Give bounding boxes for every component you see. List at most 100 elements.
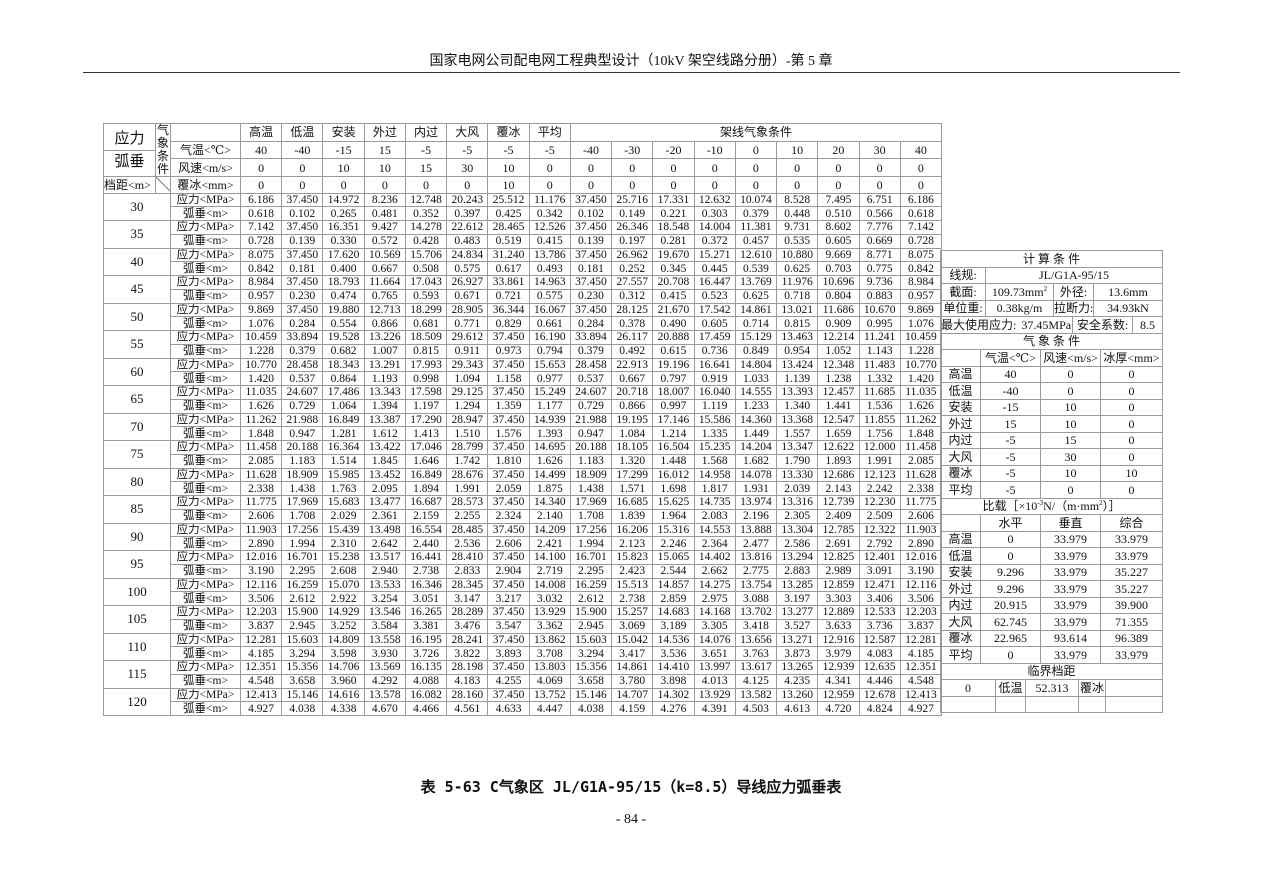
sag-value: 4.613	[776, 701, 819, 716]
sag-value: 0.425	[487, 206, 530, 221]
meteo-t: -15	[980, 398, 1041, 416]
sag-value: 1.007	[363, 343, 406, 359]
stress-value: 29.125	[446, 385, 489, 400]
corner-sag-label: 弧垂	[114, 153, 145, 170]
stress-value: 15.129	[734, 330, 778, 345]
meteo-i: 0	[1099, 415, 1164, 433]
stress-value: 26.927	[446, 275, 489, 290]
sag-value: 0.919	[693, 371, 736, 386]
stress-value: 12.533	[858, 605, 901, 620]
stress-value: 14.340	[528, 495, 571, 510]
meteo-v: 10	[1040, 464, 1101, 482]
sag-value: 0.342	[528, 206, 571, 221]
stress-value: 15.603	[569, 632, 613, 648]
wind-value: 0	[239, 158, 283, 177]
stress-value: 8.075	[239, 247, 283, 263]
sag-value: 1.894	[404, 481, 448, 496]
stress-value: 12.713	[363, 302, 406, 318]
span-value: 30	[103, 192, 171, 221]
stress-value: 11.262	[899, 412, 943, 428]
diagonal-line	[156, 177, 170, 192]
wind-label: 风速<m/s>	[170, 158, 241, 177]
stress-value: 12.889	[817, 605, 860, 620]
max-stress-label: 最大使用应力:	[940, 316, 1021, 334]
sag-value: 1.449	[734, 426, 778, 441]
sag-value: 2.922	[322, 591, 365, 606]
stress-value: 19.196	[652, 357, 695, 373]
stress-label: 应力<MPa>	[170, 632, 241, 648]
stress-value: 11.903	[899, 522, 943, 538]
table-row: 弧垂<m> 2.890 1.994 2.310 2.642 2.440 2.536 2.606…	[104, 536, 943, 551]
stress-value: 14.804	[734, 357, 778, 373]
stress-value: 37.450	[487, 412, 530, 428]
sag-value: 3.893	[487, 646, 530, 661]
stress-value: 37.450	[487, 330, 530, 345]
condition-header: 大风	[446, 123, 489, 142]
load-name: 外过	[940, 580, 981, 598]
sag-value: 4.548	[899, 673, 943, 689]
table-row: 70 应力<MPa> 11.262 21.988 16.849 13.387 17.290 2…	[103, 412, 943, 441]
load-v: 33.979	[1040, 646, 1101, 664]
meteo-t: 40	[980, 365, 1041, 383]
sag-value: 2.544	[652, 563, 695, 579]
meteo-row: 外过 15 10 0	[940, 415, 1164, 433]
sag-value: 4.927	[239, 701, 283, 716]
table-row: 弧垂<m> 2.085 1.183 1.514 1.845 1.646 1.742 1.810…	[104, 453, 943, 469]
calc-title: 计 算 条 件	[939, 250, 1164, 268]
stress-value: 25.716	[611, 192, 654, 208]
stress-value: 14.078	[734, 467, 778, 483]
stress-value: 13.347	[776, 440, 819, 455]
header-row-ice: 档距<m> 覆冰<mm> 0 0 0 0 0 0 10 0 0 0 0 0 0 0 0 0 0	[103, 176, 943, 194]
sag-value: 0.866	[611, 398, 654, 414]
stress-value: 13.997	[693, 660, 736, 675]
sag-value: 1.790	[776, 453, 819, 469]
stress-label: 应力<MPa>	[170, 247, 241, 263]
stress-value: 14.958	[693, 467, 736, 483]
table-row: 弧垂<m> 2.606 1.708 2.029 2.361 2.159 2.255 2.324…	[104, 508, 943, 524]
sag-value: 2.196	[734, 508, 778, 524]
sag-value: 1.340	[776, 398, 819, 414]
stress-value: 22.612	[446, 220, 489, 235]
sag-value: 0.221	[652, 206, 695, 221]
sag-value: 0.721	[487, 288, 530, 304]
stress-value: 13.422	[363, 440, 406, 455]
sag-value: 3.708	[528, 646, 571, 661]
sag-value: 3.633	[817, 618, 860, 634]
load-header-combined: 综合	[1099, 514, 1164, 532]
sag-value: 2.608	[322, 563, 365, 579]
sag-value: 3.294	[569, 646, 613, 661]
sag-value: 2.792	[858, 536, 901, 551]
sag-value: 1.845	[363, 453, 406, 469]
sag-value: 1.568	[693, 453, 736, 469]
sag-value: 2.738	[611, 591, 654, 606]
span-value: 35	[103, 220, 171, 249]
sag-value: 1.931	[734, 481, 778, 496]
sag-value: 4.013	[693, 673, 736, 689]
stress-value: 13.316	[776, 495, 819, 510]
sag-value: 0.490	[652, 316, 695, 331]
meteo-header-ice: 冰厚<mm>	[1099, 349, 1164, 367]
stress-value: 14.004	[693, 220, 736, 235]
max-stress-value: 37.45MPa	[1020, 316, 1073, 334]
sag-value: 0.345	[652, 261, 695, 276]
load-header-vertical: 垂直	[1040, 514, 1101, 532]
meteo-t: 15	[980, 415, 1041, 433]
unit-weight-label: 单位重:	[940, 299, 986, 317]
sag-value: 0.771	[446, 316, 489, 331]
sag-value: 2.738	[404, 563, 448, 579]
stress-value: 11.685	[858, 385, 901, 400]
stress-value: 15.586	[693, 412, 736, 428]
sag-value: 0.139	[569, 233, 613, 249]
stress-value: 20.708	[652, 275, 695, 290]
sag-label: 弧垂<m>	[170, 481, 241, 496]
sag-value: 3.091	[858, 563, 901, 579]
meteo-row: 大风 -5 30 0	[940, 448, 1164, 466]
sag-value: 1.991	[858, 453, 901, 469]
stress-value: 11.775	[239, 495, 283, 510]
sag-value: 2.159	[404, 508, 448, 524]
sag-value: 2.083	[693, 508, 736, 524]
stress-value: 12.959	[817, 687, 860, 703]
stress-value: 16.195	[404, 632, 448, 648]
stress-value: 6.751	[858, 192, 901, 208]
stress-value: 16.849	[404, 467, 448, 483]
